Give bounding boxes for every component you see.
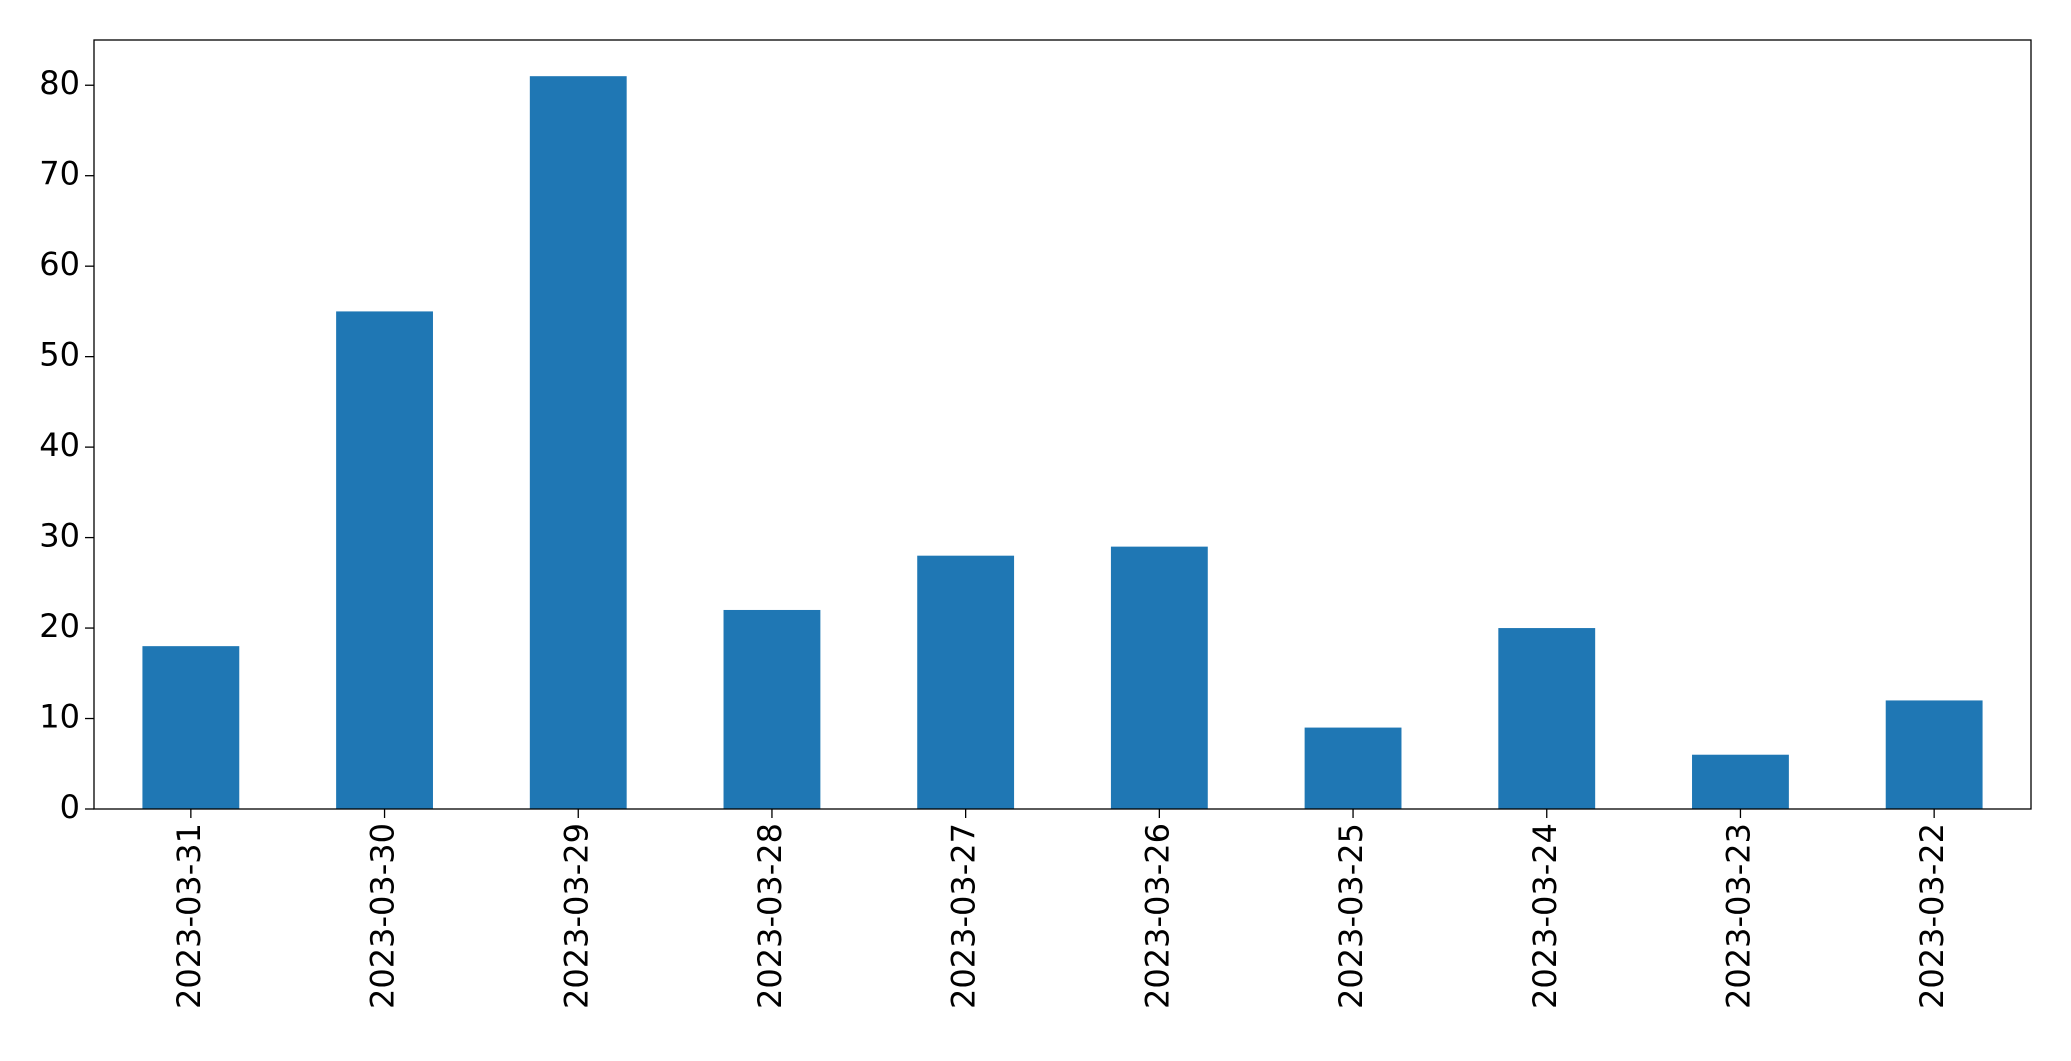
bar bbox=[1885, 700, 1983, 809]
y-tick-label: 50 bbox=[39, 336, 80, 374]
y-tick-label: 60 bbox=[39, 245, 80, 283]
y-tick-label: 80 bbox=[39, 64, 80, 102]
bar bbox=[917, 555, 1015, 809]
y-tick-label: 20 bbox=[39, 607, 80, 645]
bar bbox=[336, 311, 433, 809]
bar bbox=[529, 76, 627, 809]
x-tick-label: 2023-03-22 bbox=[1913, 823, 1951, 1009]
x-tick-label: 2023-03-26 bbox=[1138, 823, 1176, 1009]
plot-frame bbox=[93, 39, 2032, 810]
bar bbox=[142, 646, 240, 809]
y-tick-label: 30 bbox=[39, 517, 80, 555]
bar bbox=[1498, 628, 1596, 809]
x-tick-label: 2023-03-27 bbox=[945, 823, 983, 1009]
x-tick-label: 2023-03-28 bbox=[751, 823, 789, 1009]
x-tick-label: 2023-03-23 bbox=[1719, 823, 1757, 1009]
y-tick-label: 70 bbox=[39, 155, 80, 193]
y-tick-label: 40 bbox=[39, 426, 80, 464]
x-tick-label: 2023-03-31 bbox=[170, 823, 208, 1009]
bar bbox=[723, 609, 821, 809]
x-tick-label: 2023-03-24 bbox=[1526, 823, 1564, 1009]
y-tick-label: 10 bbox=[39, 698, 80, 736]
bar bbox=[1110, 546, 1208, 809]
x-tick-label: 2023-03-29 bbox=[557, 823, 595, 1009]
x-tick-label: 2023-03-30 bbox=[364, 823, 402, 1009]
y-tick-label: 0 bbox=[60, 788, 80, 826]
bar bbox=[1692, 754, 1789, 809]
bar bbox=[1304, 727, 1402, 809]
x-tick-label: 2023-03-25 bbox=[1332, 823, 1370, 1009]
